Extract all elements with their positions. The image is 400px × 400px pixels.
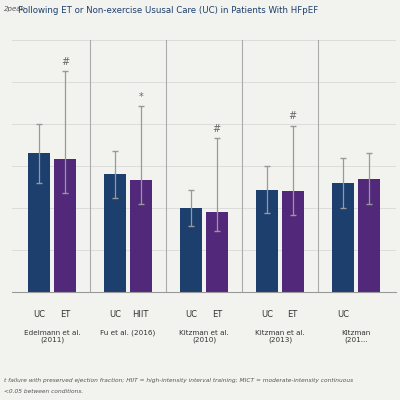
Bar (104, 174, 126, 292)
Text: #: # (289, 112, 297, 122)
Text: UC: UC (109, 310, 121, 319)
Text: Kitzman
(201...: Kitzman (201... (341, 330, 370, 343)
Text: Following ET or Non-exercise Ususal Care (UC) in Patients With HFpEF: Following ET or Non-exercise Ususal Care… (18, 6, 318, 15)
Text: UC: UC (337, 310, 349, 319)
Text: 2peak: 2peak (4, 6, 26, 12)
Bar (130, 180, 152, 292)
Bar (180, 208, 202, 292)
Bar (358, 178, 380, 292)
Text: UC: UC (33, 310, 45, 319)
Bar (332, 183, 354, 292)
Bar (282, 191, 304, 292)
Text: Kitzman et al.
(2010): Kitzman et al. (2010) (179, 330, 229, 343)
Text: #: # (213, 124, 221, 134)
Text: *: * (138, 92, 143, 102)
Bar (28, 153, 50, 292)
Bar (54, 159, 76, 292)
Text: ET: ET (60, 310, 70, 319)
Text: UC: UC (185, 310, 197, 319)
Text: #: # (61, 57, 69, 67)
Text: Fu et al. (2016): Fu et al. (2016) (100, 330, 156, 336)
Text: ET: ET (288, 310, 298, 319)
Text: Kitzman et al.
(2013): Kitzman et al. (2013) (255, 330, 305, 343)
Text: t failure with preserved ejection fraction; HIIT = high-intensity interval train: t failure with preserved ejection fracti… (4, 378, 353, 383)
Text: <0.05 between conditions.: <0.05 between conditions. (4, 389, 83, 394)
Text: ET: ET (212, 310, 222, 319)
Text: HIIT: HIIT (133, 310, 149, 319)
Text: Edelmann et al.
(2011): Edelmann et al. (2011) (24, 330, 80, 343)
Text: UC: UC (261, 310, 273, 319)
Bar (206, 212, 228, 292)
Bar (256, 190, 278, 292)
